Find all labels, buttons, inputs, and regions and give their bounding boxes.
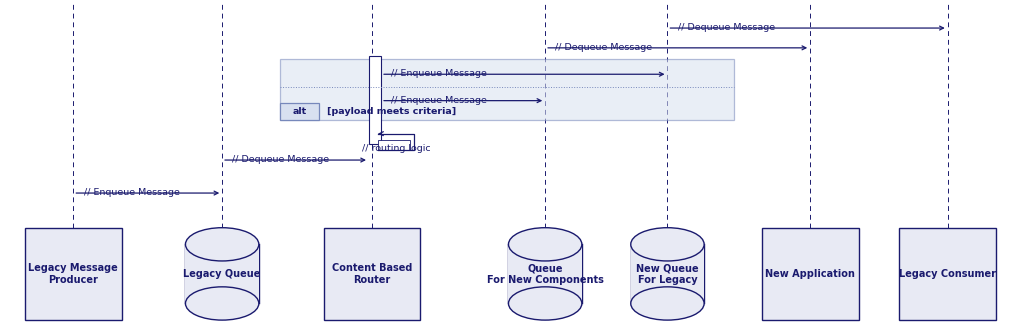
Ellipse shape xyxy=(508,228,582,261)
Polygon shape xyxy=(185,244,259,304)
Text: // Dequeue Message: // Dequeue Message xyxy=(555,43,652,52)
Ellipse shape xyxy=(185,287,259,320)
Text: Legacy Consumer: Legacy Consumer xyxy=(899,269,997,279)
Ellipse shape xyxy=(631,228,704,261)
Text: alt: alt xyxy=(292,107,307,116)
Polygon shape xyxy=(631,244,704,304)
Text: // Dequeue Message: // Dequeue Message xyxy=(232,155,329,164)
Text: Legacy Queue: Legacy Queue xyxy=(183,269,261,279)
Text: // Enqueue Message: // Enqueue Message xyxy=(391,69,487,78)
Bar xyxy=(24,228,122,320)
Bar xyxy=(378,140,410,150)
Text: New Queue
For Legacy: New Queue For Legacy xyxy=(636,263,699,285)
Text: Content Based
Router: Content Based Router xyxy=(332,263,412,285)
Ellipse shape xyxy=(631,287,704,320)
Text: // routing logic: // routing logic xyxy=(362,145,430,153)
Text: // Enqueue Message: // Enqueue Message xyxy=(391,96,487,105)
Ellipse shape xyxy=(185,228,259,261)
Text: Legacy Message
Producer: Legacy Message Producer xyxy=(29,263,118,285)
Bar xyxy=(324,228,420,320)
Bar xyxy=(762,228,858,320)
Bar xyxy=(280,103,319,120)
Bar xyxy=(280,59,734,120)
Text: // Dequeue Message: // Dequeue Message xyxy=(678,23,774,32)
Text: Queue
For New Components: Queue For New Components xyxy=(487,263,603,285)
Text: [payload meets criteria]: [payload meets criteria] xyxy=(327,107,457,116)
Polygon shape xyxy=(508,244,582,304)
Bar xyxy=(899,228,996,320)
Text: New Application: New Application xyxy=(765,269,855,279)
Bar xyxy=(369,56,381,144)
Ellipse shape xyxy=(508,287,582,320)
Text: // Enqueue Message: // Enqueue Message xyxy=(84,188,179,197)
